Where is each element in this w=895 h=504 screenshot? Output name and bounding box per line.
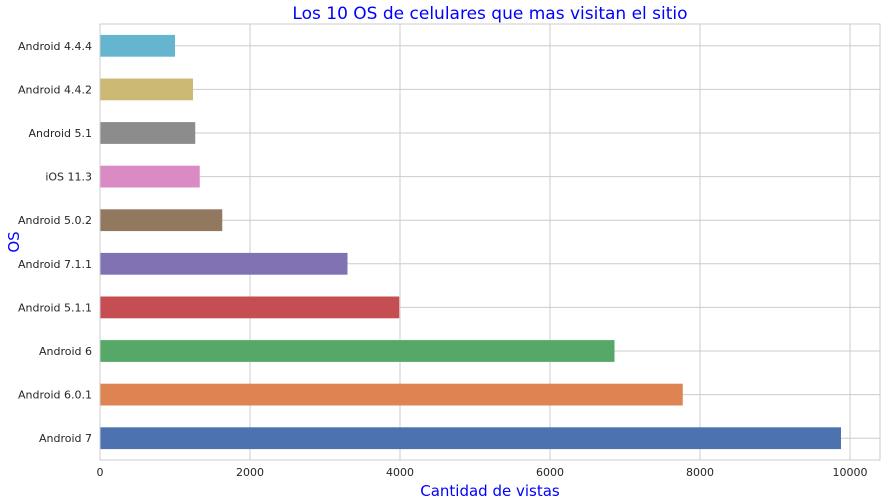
x-axis-title: Cantidad de vistas	[420, 482, 560, 500]
bar	[100, 78, 193, 101]
x-tick-label: 10000	[833, 466, 868, 479]
y-tick-label: Android 5.1.1	[18, 301, 92, 314]
x-tick-label: 6000	[536, 466, 564, 479]
y-tick-label: Android 6	[39, 345, 92, 358]
y-tick-label: iOS 11.3	[45, 171, 92, 184]
x-tick-label: 8000	[686, 466, 714, 479]
x-tick-label: 2000	[236, 466, 264, 479]
y-tick-label: Android 5.1	[28, 127, 92, 140]
bar	[100, 165, 200, 188]
y-tick-label: Android 6.0.1	[18, 389, 92, 402]
bar	[100, 340, 615, 362]
y-tick-label: Android 5.0.2	[18, 214, 92, 227]
bar	[100, 122, 196, 144]
chart-title: Los 10 OS de celulares que mas visitan e…	[292, 4, 687, 24]
bar	[100, 252, 348, 275]
bar	[100, 296, 400, 319]
bar	[100, 209, 223, 232]
x-tick-label: 0	[97, 466, 104, 479]
y-tick-label: Android 7	[39, 432, 92, 445]
x-tick-label: 4000	[386, 466, 414, 479]
bar	[100, 427, 841, 450]
bars	[100, 34, 841, 450]
bar	[100, 34, 175, 57]
y-axis-title: OS	[5, 231, 23, 252]
y-tick-label: Android 4.4.2	[18, 83, 92, 96]
y-tick-labels: Android 7 Android 6.0.1 Android 6 Android 5…	[18, 40, 92, 445]
y-tick-label: Android 7.1.1	[18, 258, 92, 271]
y-tick-label: Android 4.4.4	[18, 40, 92, 53]
plot-frame	[99, 23, 881, 461]
x-tick-labels: 0 2000 4000 6000 8000 10000	[97, 466, 868, 479]
bar	[100, 383, 683, 406]
